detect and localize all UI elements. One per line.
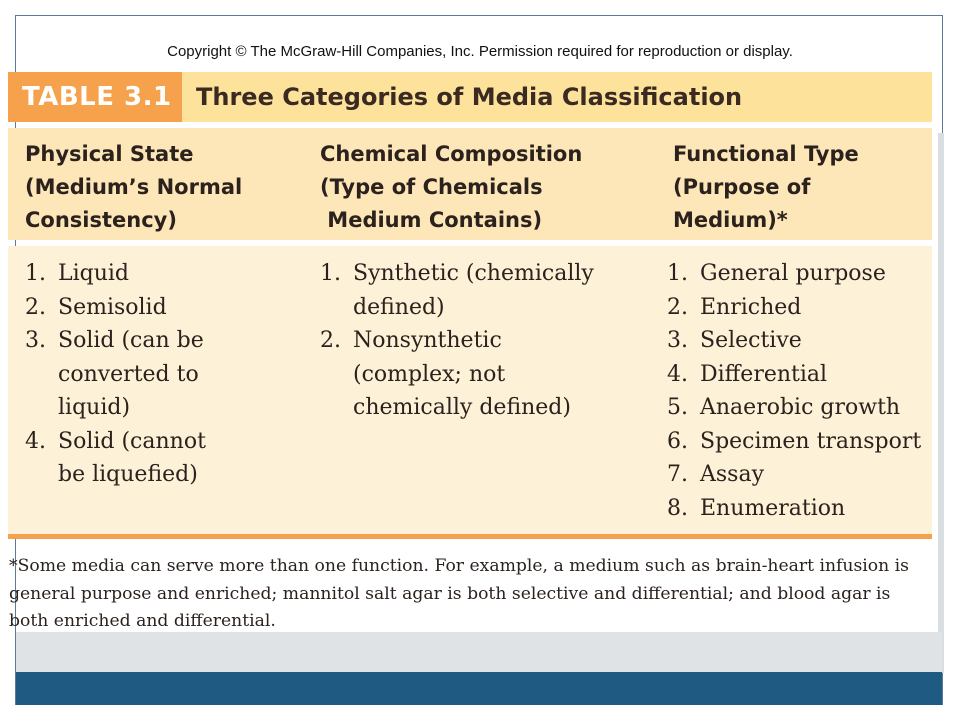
item-number: 2. (667, 294, 688, 320)
item-text: Nonsynthetic (complex; not chemically de… (353, 328, 571, 420)
side-strip (938, 133, 944, 673)
column-header-physical-state: Physical State (Medium’s Normal Consiste… (25, 142, 243, 232)
table-bottom-rule (8, 534, 932, 539)
item-number: 1. (25, 261, 46, 286)
item-number: 2. (320, 328, 341, 353)
list-item: 3. Selective (667, 324, 929, 358)
item-text: Enriched (700, 294, 802, 320)
list-item: 3. Solid (can be converted to liquid) (25, 324, 220, 425)
list-item: 2. Semisolid (25, 291, 220, 325)
item-number: 4. (25, 428, 46, 454)
list-item: 4. Solid (cannot be liquefied) (25, 425, 220, 492)
item-text: Assay (700, 462, 765, 487)
item-text: General purpose (700, 261, 886, 286)
list-item: 1. Synthetic (chemically defined) (320, 257, 600, 324)
item-text: Semisolid (58, 294, 167, 320)
column-header-functional-type: Functional Type (Purpose of Medium)* (673, 142, 859, 232)
list-item: 8. Enumeration (667, 492, 929, 526)
footer-grey-band (16, 632, 942, 672)
chemical-composition-list: 1. Synthetic (chemically defined) 2. Nonsy… (320, 257, 600, 425)
item-text: Anaerobic growth (700, 395, 901, 420)
item-text: Solid (cannot be liquefied) (58, 428, 206, 488)
item-text: Selective (700, 328, 802, 353)
item-text: Liquid (58, 261, 130, 286)
item-number: 2. (25, 294, 46, 320)
item-number: 8. (667, 495, 688, 521)
footer-blue-band (16, 672, 942, 705)
list-item: 2. Enriched (667, 291, 929, 325)
item-number: 3. (667, 328, 688, 353)
item-number: 6. (667, 428, 688, 454)
table-footnote: *Some media can serve more than one func… (9, 556, 910, 631)
table-body (8, 246, 932, 534)
column-header-band (8, 128, 932, 240)
item-text: Synthetic (chemically defined) (353, 261, 594, 320)
item-text: Specimen transport (700, 428, 922, 454)
item-number: 4. (667, 361, 688, 387)
list-item: 4. Differential (667, 358, 929, 392)
item-number: 1. (320, 261, 341, 286)
column-header-chemical-composition: Chemical Composition (Type of Chemicals … (320, 142, 583, 232)
table-title: Three Categories of Media Classification (196, 83, 743, 111)
item-number: 7. (667, 462, 688, 487)
list-item: 1. General purpose (667, 257, 929, 291)
item-number: 5. (667, 395, 688, 420)
item-text: Enumeration (700, 495, 846, 521)
list-item: 7. Assay (667, 458, 929, 492)
list-item: 6. Specimen transport (667, 425, 929, 459)
item-number: 1. (667, 261, 688, 286)
item-text: Solid (can be converted to liquid) (58, 328, 204, 420)
list-item: 5. Anaerobic growth (667, 391, 929, 425)
functional-type-list: 1. General purpose 2. Enriched 3. Selective… (667, 257, 929, 525)
list-item: 2. Nonsynthetic (complex; not chemically … (320, 324, 600, 425)
list-item: 1. Liquid (25, 257, 220, 291)
item-text: Differential (700, 361, 828, 387)
physical-state-list: 1. Liquid 2. Semisolid 3. Solid (can be con… (25, 257, 220, 492)
item-number: 3. (25, 328, 46, 353)
copyright-notice: Copyright © The McGraw-Hill Companies, I… (167, 43, 793, 60)
table-label: TABLE 3.1 (8, 72, 182, 122)
